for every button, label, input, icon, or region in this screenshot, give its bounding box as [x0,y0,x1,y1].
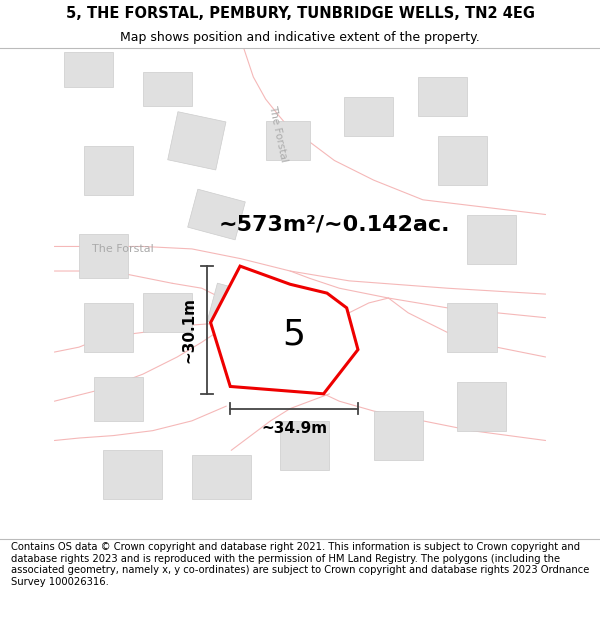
Text: 5: 5 [283,318,305,352]
Polygon shape [448,303,497,352]
Polygon shape [266,121,310,161]
Polygon shape [437,136,487,185]
Text: 5, THE FORSTAL, PEMBURY, TUNBRIDGE WELLS, TN2 4EG: 5, THE FORSTAL, PEMBURY, TUNBRIDGE WELLS… [65,6,535,21]
Text: ~34.9m: ~34.9m [261,421,327,436]
Polygon shape [344,97,394,136]
Polygon shape [374,411,423,460]
Polygon shape [94,377,143,421]
Polygon shape [84,303,133,352]
Polygon shape [188,189,245,240]
Polygon shape [143,72,192,106]
Text: The Forstal: The Forstal [92,244,154,254]
Polygon shape [457,381,506,431]
Text: ~30.1m: ~30.1m [182,297,197,363]
Text: The Forstal: The Forstal [267,104,289,162]
Polygon shape [168,112,226,170]
Polygon shape [84,146,133,195]
Polygon shape [143,293,192,333]
Polygon shape [207,283,260,332]
Polygon shape [467,214,516,264]
Polygon shape [192,455,251,499]
Polygon shape [79,234,128,278]
Polygon shape [250,308,309,362]
Polygon shape [103,451,163,499]
Polygon shape [211,266,358,394]
Polygon shape [418,77,467,116]
Text: Contains OS data © Crown copyright and database right 2021. This information is : Contains OS data © Crown copyright and d… [11,542,589,587]
Text: Map shows position and indicative extent of the property.: Map shows position and indicative extent… [120,31,480,44]
Polygon shape [280,421,329,470]
Text: ~573m²/~0.142ac.: ~573m²/~0.142ac. [218,214,450,234]
Polygon shape [64,52,113,87]
